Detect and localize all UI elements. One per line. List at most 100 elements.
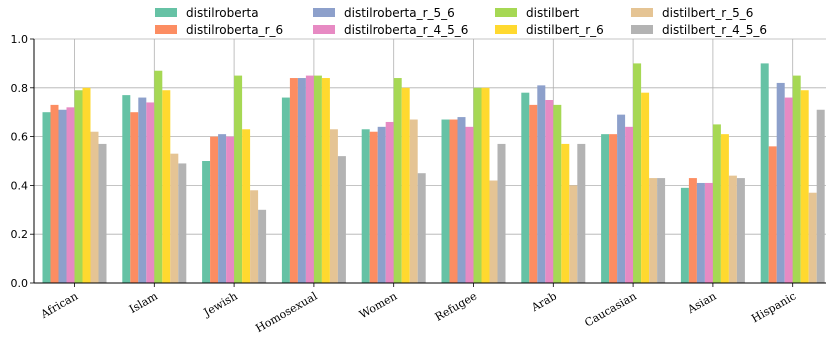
legend-label: distilbert_r_4_5_6 [662, 23, 767, 37]
bar-distilroberta_r_5_6-Jewish [218, 134, 227, 283]
bar-distilbert_r_4_5_6-African [98, 143, 107, 283]
bar-distilbert_r_4_5_6-Women [417, 173, 426, 283]
bar-distilbert-Refugee [473, 87, 482, 283]
bar-distilbert_r_4_5_6-Caucasian [657, 178, 666, 283]
legend-swatch [155, 25, 177, 34]
legend-label: distilbert_r_6 [526, 23, 604, 37]
x-category-label: Homosexual [253, 289, 319, 335]
bar-distilbert_r_6-Islam [162, 90, 171, 284]
x-category-label: Asian [685, 289, 719, 316]
y-tick-label: 0.2 [11, 228, 29, 241]
bar-distilbert_r_6-Women [401, 87, 410, 283]
bar-distilroberta_r_5_6-Refugee [457, 117, 466, 283]
bar-distilroberta_r_5_6-Caucasian [617, 114, 626, 283]
legend-label: distilroberta_r_4_5_6 [344, 23, 468, 37]
bar-distilroberta_r_4_5_6-Caucasian [625, 126, 634, 283]
legend-label: distilbert_r_5_6 [662, 6, 753, 20]
x-category-label: African [38, 289, 80, 321]
bar-distilroberta-Women [361, 129, 370, 283]
bar-distilbert_r_5_6-Islam [170, 153, 179, 283]
bar-distilbert_r_5_6-Refugee [489, 180, 498, 283]
bar-distilroberta_r_4_5_6-Asian [704, 182, 713, 283]
bar-distilbert_r_6-Homosexual [321, 78, 330, 283]
bar-distilbert-Jewish [234, 75, 243, 283]
x-category-label: Hispanic [749, 289, 798, 325]
bar-distilroberta-Arab [521, 92, 530, 284]
bar-distilbert_r_5_6-African [90, 131, 99, 283]
bar-distilroberta-Asian [680, 187, 689, 283]
legend-swatch [631, 8, 653, 17]
bar-distilroberta-African [42, 112, 51, 283]
bar-distilroberta_r_6-Asian [688, 178, 697, 283]
bar-distilbert_r_5_6-Asian [728, 175, 737, 283]
bar-distilroberta_r_4_5_6-Hispanic [784, 97, 793, 283]
bar-distilroberta_r_5_6-Islam [138, 97, 147, 283]
bar-distilbert-African [74, 90, 83, 284]
bar-distilroberta_r_6-Islam [130, 112, 139, 283]
legend: distilroberta distilroberta_r_6 distilrobe… [155, 6, 767, 37]
bar-distilroberta_r_5_6-Homosexual [297, 78, 306, 283]
bar-distilroberta-Hispanic [760, 63, 769, 284]
bar-distilbert_r_4_5_6-Jewish [258, 209, 267, 283]
legend-swatch [495, 25, 517, 34]
x-category-label: Refugee [433, 289, 479, 323]
legend-label: distilroberta_r_5_6 [344, 6, 455, 20]
bar-distilroberta_r_6-Women [369, 131, 378, 283]
bar-distilroberta_r_5_6-African [58, 109, 67, 283]
bar-distilroberta_r_4_5_6-Jewish [226, 136, 235, 283]
bar-distilbert-Women [393, 78, 402, 283]
bar-distilbert_r_6-Asian [720, 134, 729, 283]
bar-distilbert_r_5_6-Jewish [250, 190, 259, 283]
bar-distilbert_r_4_5_6-Homosexual [337, 156, 346, 283]
bar-distilroberta_r_6-Caucasian [609, 134, 618, 283]
legend-swatch [631, 25, 653, 34]
bar-distilroberta-Caucasian [601, 134, 610, 283]
bar-distilroberta_r_5_6-Women [377, 126, 386, 283]
bar-distilbert_r_4_5_6-Islam [178, 163, 187, 283]
x-category-label: Islam [127, 289, 160, 316]
legend-label: distilroberta_r_6 [186, 23, 283, 37]
y-tick-label: 0.4 [11, 179, 29, 192]
x-category-label: Women [357, 289, 399, 321]
bar-distilbert-Caucasian [633, 63, 642, 284]
bar-distilroberta_r_5_6-Arab [537, 85, 546, 283]
bar-distilroberta-Homosexual [281, 97, 290, 283]
y-tick-label: 0.0 [11, 277, 29, 290]
bar-distilroberta_r_6-Hispanic [768, 146, 777, 283]
bar-distilbert_r_5_6-Caucasian [649, 178, 658, 283]
bar-distilbert-Arab [553, 104, 562, 283]
bar-distilbert_r_4_5_6-Hispanic [816, 109, 825, 283]
bar-distilroberta_r_6-Homosexual [289, 78, 298, 283]
bar-distilroberta-Islam [122, 95, 131, 284]
bar-distilroberta_r_5_6-Asian [696, 182, 705, 283]
bar-distilbert_r_5_6-Arab [569, 185, 578, 283]
x-category-label: Arab [528, 289, 559, 314]
bar-distilroberta_r_4_5_6-African [66, 107, 75, 283]
bar-distilbert_r_6-Caucasian [641, 92, 650, 284]
bar-distilroberta_r_4_5_6-Homosexual [305, 75, 314, 283]
legend-swatch [495, 8, 517, 17]
bar-distilroberta-Refugee [441, 119, 450, 284]
bar-distilbert_r_6-Refugee [481, 87, 490, 283]
bar-distilroberta_r_6-Jewish [210, 136, 219, 283]
bar-distilroberta_r_6-Refugee [449, 119, 458, 284]
legend-swatch [313, 25, 335, 34]
bar-distilroberta_r_6-Arab [529, 104, 538, 283]
bar-distilbert-Hispanic [792, 75, 801, 283]
legend-swatch [155, 8, 177, 17]
bar-distilroberta_r_5_6-Hispanic [776, 82, 785, 283]
bar-distilbert_r_5_6-Hispanic [808, 192, 817, 283]
legend-swatch [313, 8, 335, 17]
bar-distilroberta_r_4_5_6-Refugee [465, 126, 474, 283]
bar-distilbert_r_4_5_6-Arab [577, 143, 586, 283]
bar-distilbert-Asian [712, 124, 721, 284]
y-tick-label: 0.6 [11, 131, 29, 144]
bar-distilbert-Islam [154, 70, 163, 283]
legend-label: distilbert [526, 6, 580, 20]
bar-distilbert_r_4_5_6-Refugee [497, 143, 506, 283]
bar-distilbert_r_6-Jewish [242, 129, 251, 283]
bars [42, 63, 825, 284]
y-tick-label: 0.8 [11, 82, 29, 95]
